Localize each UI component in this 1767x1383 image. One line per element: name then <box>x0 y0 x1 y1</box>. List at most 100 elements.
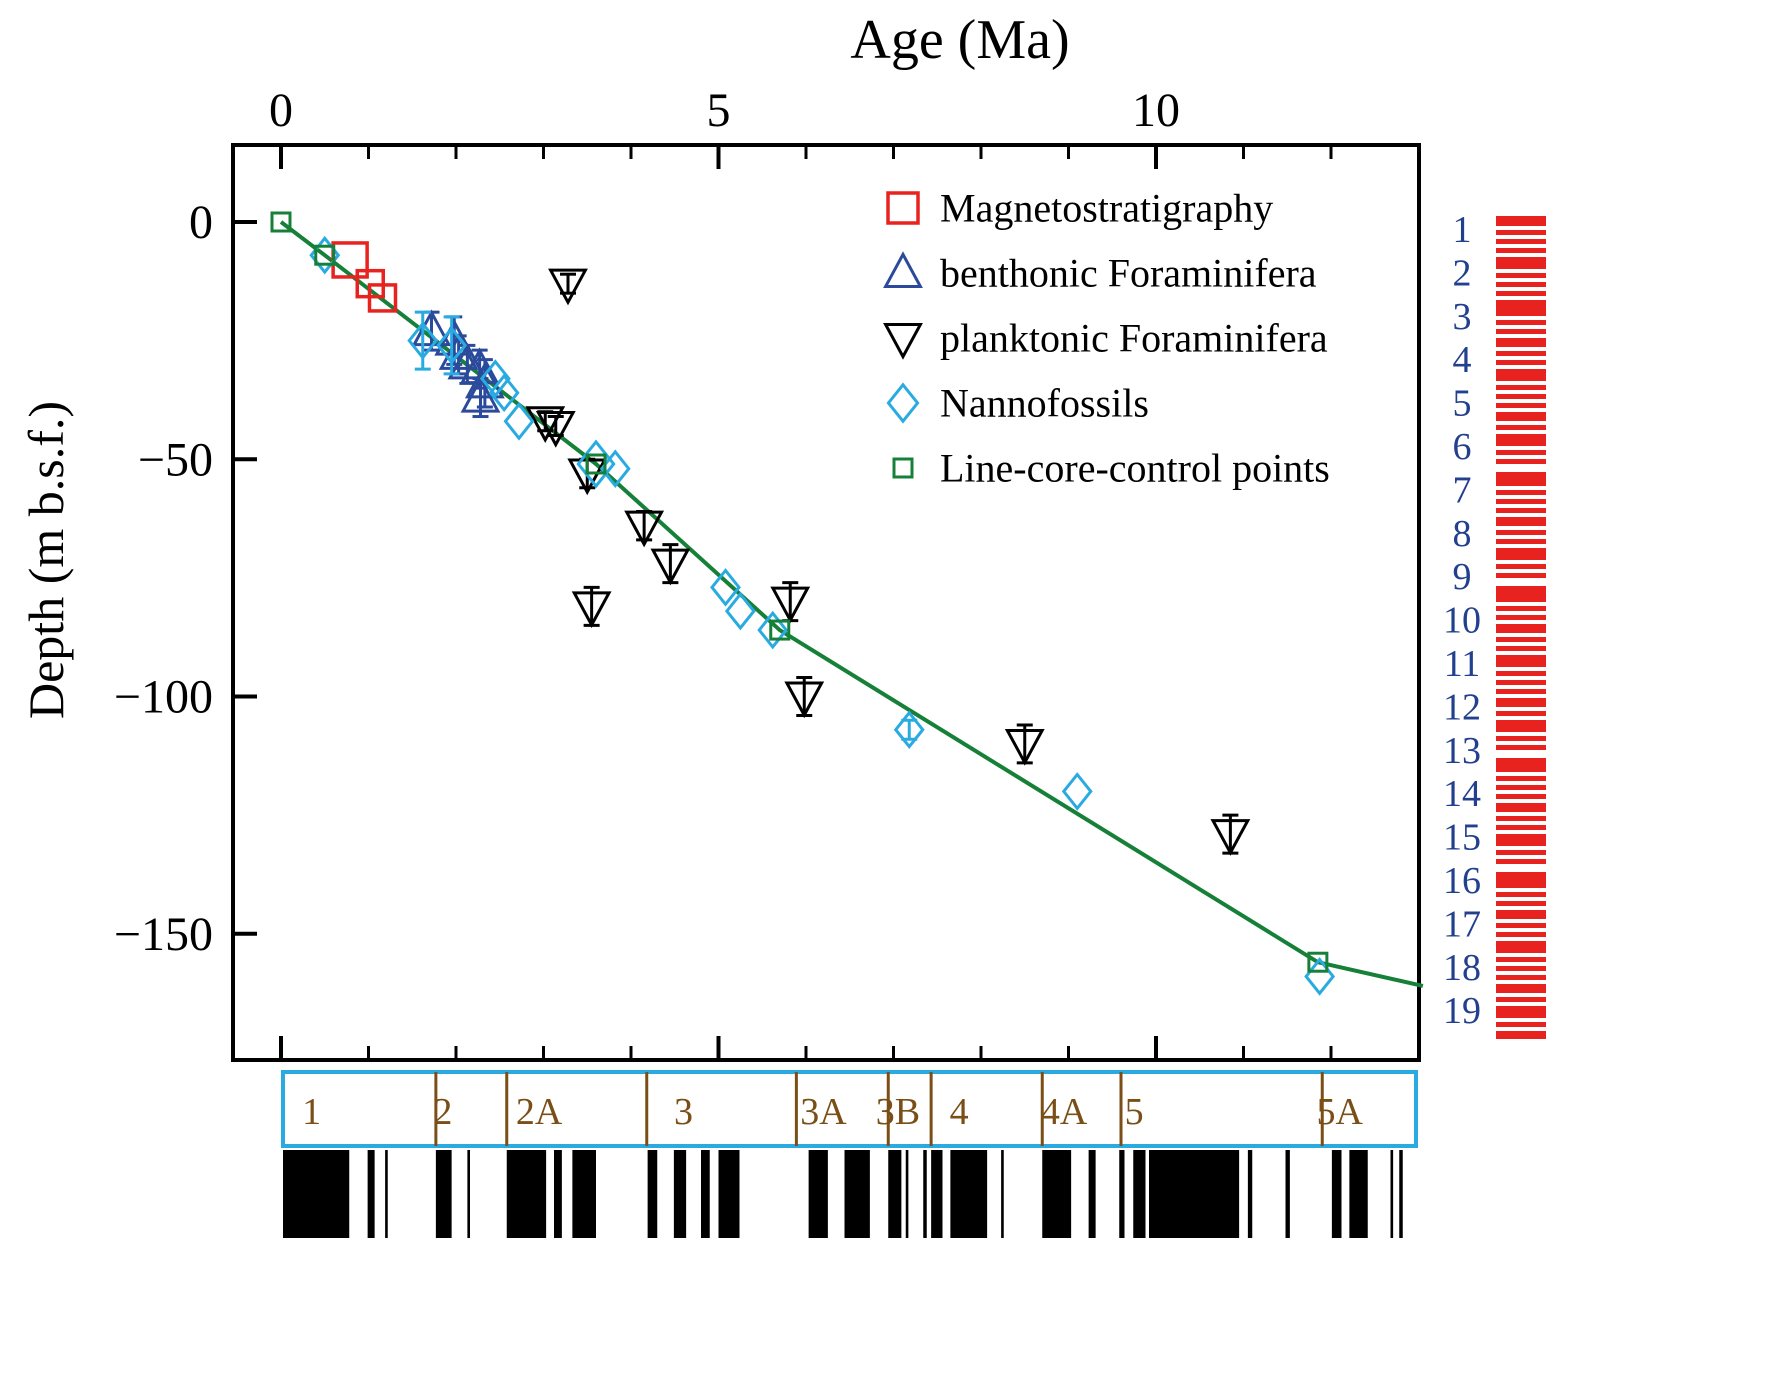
core-recovery-stripe <box>1496 434 1546 446</box>
normal-polarity-block <box>572 1150 596 1238</box>
y-tick-label: 0 <box>189 196 213 249</box>
core-recovery-stripe <box>1496 329 1546 334</box>
polarity-barcode <box>283 1150 1403 1238</box>
marker-triangle-down <box>548 268 588 306</box>
plot-frame <box>231 143 1421 1062</box>
marker-triangle-down <box>650 548 691 586</box>
chron-label: 4A <box>1041 1091 1088 1133</box>
chron-label: 5 <box>1125 1091 1144 1133</box>
core-number: 8 <box>1453 513 1472 555</box>
marker-square <box>886 191 920 225</box>
normal-polarity-block <box>1133 1150 1146 1238</box>
chron-bar: 1 2 2A 3 3A 3B 4 4A 5 5A <box>281 1070 1418 1148</box>
normal-polarity-block <box>1088 1150 1096 1238</box>
core-recovery-stripe <box>1496 655 1546 667</box>
normal-polarity-block <box>673 1150 687 1238</box>
chron-label: 3A <box>800 1091 847 1133</box>
normal-polarity-block <box>385 1150 388 1238</box>
normal-polarity-block <box>554 1150 562 1238</box>
marker-square <box>769 619 791 641</box>
normal-polarity-block <box>888 1150 902 1238</box>
marker-triangle-down <box>784 681 825 719</box>
core-number: 7 <box>1453 469 1472 511</box>
core-recovery-stripe <box>1496 300 1546 316</box>
core-recovery-stripe <box>1496 615 1546 620</box>
axes: 0 5 10 0 −50 −100 −150 <box>114 84 1333 1060</box>
core-recovery-stripe <box>1496 517 1546 526</box>
y-axis-title: Depth (m b.s.f.) <box>18 401 74 719</box>
legend-item-benthonic-foraminifera: benthonic Foraminifera <box>883 251 1317 296</box>
normal-polarity-block <box>435 1150 452 1238</box>
x-tick-label: 0 <box>269 84 293 137</box>
core-recovery-stripe <box>1496 834 1546 846</box>
core-recovery-stripe <box>1496 941 1546 953</box>
series-benthonic-foraminifera <box>411 309 505 419</box>
core-recovery-stripe <box>1496 758 1546 772</box>
core-recovery-stripe <box>1496 698 1546 707</box>
normal-polarity-block <box>1042 1150 1072 1238</box>
core-recovery-stripe <box>1496 291 1546 296</box>
core-recovery-stripe <box>1496 369 1546 381</box>
marker-triangle-down <box>883 323 923 360</box>
marker-diamond <box>576 439 616 489</box>
marker-square <box>270 211 292 233</box>
normal-polarity-block <box>283 1150 350 1238</box>
core-recovery-stripe <box>1496 403 1546 408</box>
x-tick-label: 10 <box>1132 84 1180 137</box>
core-number: 18 <box>1443 947 1481 989</box>
normal-polarity-block <box>1247 1150 1253 1238</box>
core-recovery-stripe <box>1496 564 1546 569</box>
marker-triangle-down <box>571 591 612 629</box>
marker-triangle-up <box>883 251 923 288</box>
core-number: 16 <box>1443 860 1481 902</box>
core-recovery-stripe <box>1496 736 1546 741</box>
core-recovery-stripe <box>1496 338 1546 347</box>
legend-label: planktonic Foraminifera <box>940 316 1328 361</box>
marker-diamond <box>724 591 756 631</box>
marker-diamond <box>436 326 468 365</box>
core-recovery-stripe <box>1496 624 1546 633</box>
normal-polarity-block <box>905 1150 909 1238</box>
marker-square <box>892 457 914 479</box>
core-recovery-stripe <box>1496 1022 1546 1027</box>
core-recovery-stripe <box>1496 1006 1546 1018</box>
normal-polarity-block <box>1331 1150 1342 1238</box>
core-recovery-stripe <box>1496 230 1546 235</box>
legend-label: benthonic Foraminifera <box>940 251 1317 296</box>
core-recovery-stripe <box>1496 966 1546 971</box>
normal-polarity-block <box>701 1150 710 1238</box>
normal-polarity-block <box>718 1150 740 1238</box>
core-recovery-stripe <box>1496 932 1546 937</box>
marker-triangle-down <box>535 411 576 448</box>
core-recovery-stripe <box>1496 637 1546 642</box>
core-recovery-stripe <box>1496 216 1546 226</box>
normal-polarity-block <box>506 1150 547 1238</box>
core-recovery-stripe <box>1496 776 1546 781</box>
core-number: 3 <box>1453 296 1472 338</box>
marker-triangle-down <box>1004 728 1045 766</box>
core-recovery-stripe <box>1496 892 1546 897</box>
normal-polarity-block <box>1119 1150 1125 1238</box>
core-recovery-stripe <box>1496 816 1546 821</box>
normal-polarity-block <box>1149 1150 1240 1238</box>
legend-label: Magnetostratigraphy <box>940 186 1273 231</box>
core-number: 1 <box>1453 209 1472 251</box>
core-recovery-stripe <box>1496 450 1546 455</box>
marker-triangle-down <box>624 510 665 548</box>
core-recovery-stripe <box>1496 320 1546 325</box>
normal-polarity-block <box>1390 1150 1394 1238</box>
core-recovery-stripe <box>1496 499 1546 504</box>
core-recovery-stripe <box>1496 825 1546 830</box>
chron-label: 2 <box>433 1091 452 1133</box>
core-recovery-stripe <box>1496 1031 1546 1039</box>
normal-polarity-block <box>467 1150 470 1238</box>
legend: Magnetostratigraphy benthonic Foraminifer… <box>883 186 1330 491</box>
core-recovery-stripe <box>1496 508 1546 513</box>
core-recovery-stripe <box>1496 351 1546 356</box>
core-recovery-stripe <box>1496 923 1546 928</box>
marker-triangle-up <box>447 342 488 380</box>
core-recovery-stripe <box>1496 248 1546 253</box>
core-recovery-stripe <box>1496 957 1546 962</box>
normal-polarity-block <box>367 1150 375 1238</box>
